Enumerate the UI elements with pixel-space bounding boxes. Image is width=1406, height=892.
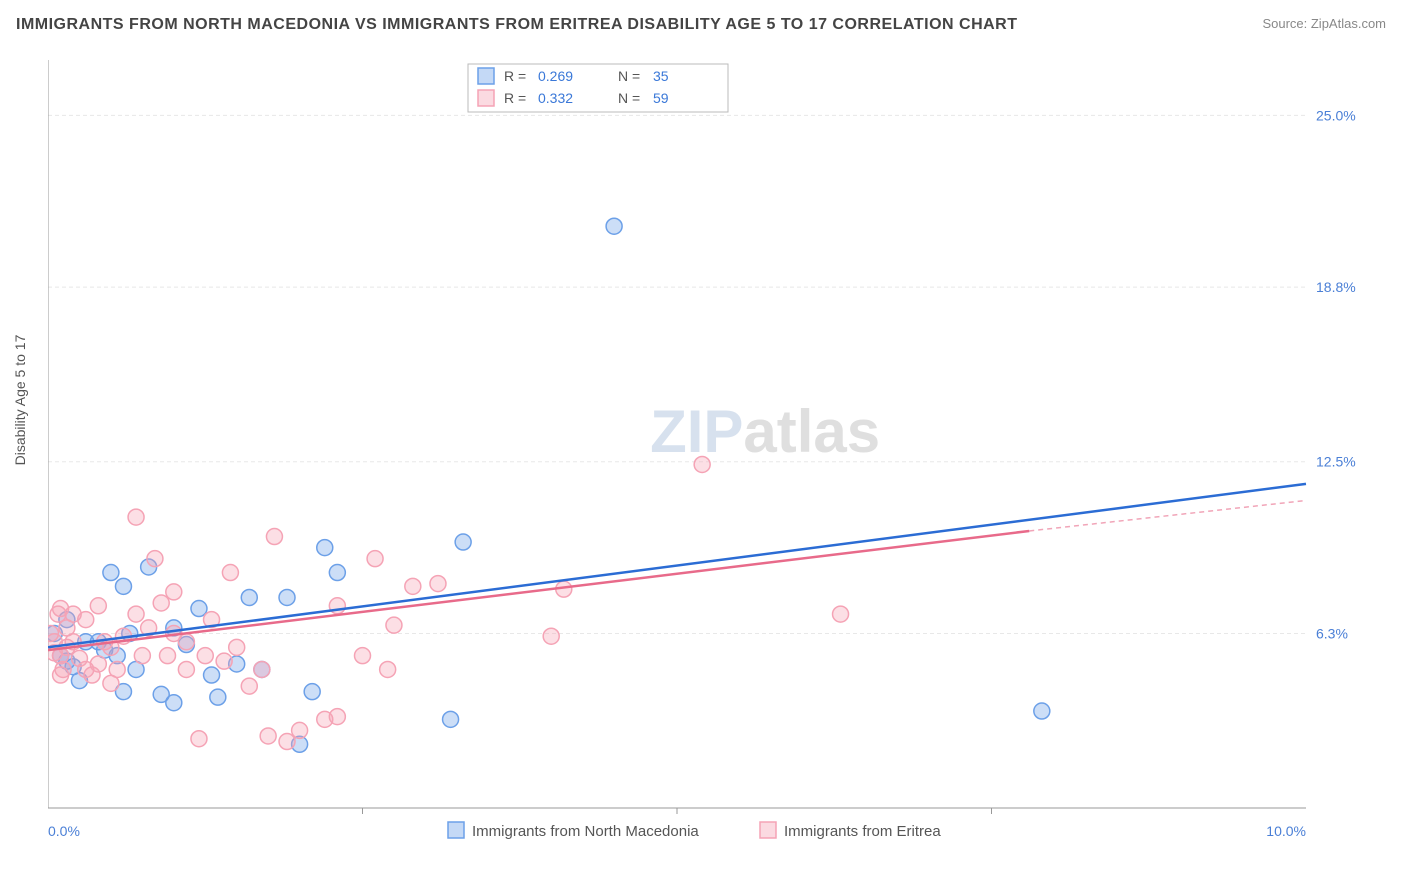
svg-text:25.0%: 25.0% xyxy=(1316,107,1356,123)
svg-text:59: 59 xyxy=(653,90,669,106)
svg-text:N =: N = xyxy=(618,68,640,84)
svg-text:0.0%: 0.0% xyxy=(48,823,80,839)
svg-text:18.8%: 18.8% xyxy=(1316,279,1356,295)
chart-title: IMMIGRANTS FROM NORTH MACEDONIA VS IMMIG… xyxy=(16,16,1018,34)
source-attribution: Source: ZipAtlas.com xyxy=(1262,16,1386,31)
svg-text:R =: R = xyxy=(504,90,526,106)
y-axis-label: Disability Age 5 to 17 xyxy=(12,335,28,466)
svg-text:0.332: 0.332 xyxy=(538,90,573,106)
svg-text:R =: R = xyxy=(504,68,526,84)
svg-text:ZIPatlas: ZIPatlas xyxy=(650,398,880,465)
svg-text:35: 35 xyxy=(653,68,669,84)
svg-text:6.3%: 6.3% xyxy=(1316,625,1348,641)
svg-text:12.5%: 12.5% xyxy=(1316,454,1356,470)
scatter-chart: ZIPatlas 6.3% 12.5% 18.8% 25.0% 0.0% 10.0% R = 0… xyxy=(48,60,1376,844)
svg-text:Immigrants from Eritrea: Immigrants from Eritrea xyxy=(784,823,941,840)
svg-text:Immigrants from North Macedoni: Immigrants from North Macedonia xyxy=(472,823,699,840)
svg-text:10.0%: 10.0% xyxy=(1266,823,1306,839)
svg-text:N =: N = xyxy=(618,90,640,106)
svg-text:0.269: 0.269 xyxy=(538,68,573,84)
